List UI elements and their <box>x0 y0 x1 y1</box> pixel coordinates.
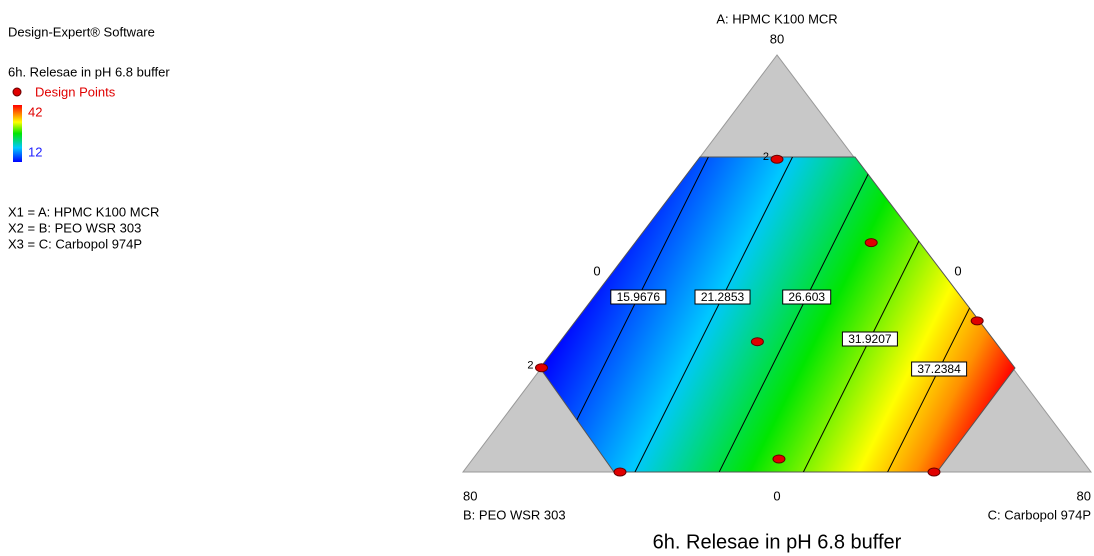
design-point <box>970 316 984 326</box>
replicate-label: 2 <box>527 360 533 372</box>
design-point <box>770 154 784 164</box>
vertex-label: B: PEO WSR 303 <box>463 507 566 522</box>
contour-label: 26.603 <box>788 290 825 304</box>
design-point <box>772 454 786 464</box>
contour-label-box <box>694 289 751 305</box>
factor-label: X3 = C: Carbopol 974P <box>8 236 142 251</box>
design-point <box>750 337 764 347</box>
design-point <box>864 238 878 248</box>
axis-tick: 0 <box>954 263 961 278</box>
design-point <box>613 467 627 477</box>
vertex-value: 80 <box>770 31 784 46</box>
contour-label: 21.2853 <box>701 290 745 304</box>
contour-label: 15.9676 <box>617 290 661 304</box>
contour-label-box <box>911 361 968 377</box>
legend-point-marker <box>12 87 22 97</box>
contour-line <box>610 157 822 472</box>
legend-low: 12 <box>28 144 42 159</box>
legend-high: 42 <box>28 104 42 119</box>
factor-label: X2 = B: PEO WSR 303 <box>8 220 141 235</box>
software-name: Design-Expert® Software <box>8 24 155 39</box>
vertex-label: A: HPMC K100 MCR <box>716 11 837 26</box>
contour-line <box>863 157 1015 472</box>
color-bar <box>13 105 22 162</box>
contour-label: 31.9207 <box>848 332 892 346</box>
contour-label: 37.2384 <box>917 362 961 376</box>
legend-points: Design Points <box>35 84 116 99</box>
design-point <box>535 363 548 373</box>
contour-label-box <box>782 289 832 305</box>
contour-label-box <box>610 289 667 305</box>
axis-tick: 0 <box>773 488 780 503</box>
axis-tick: 0 <box>593 263 600 278</box>
response-name: 6h. Relesae in pH 6.8 buffer <box>8 64 170 79</box>
chart-title: 6h. Relesae in pH 6.8 buffer <box>653 531 902 553</box>
design-point <box>927 467 941 477</box>
contour-region <box>539 156 1016 473</box>
vertex-value: 80 <box>463 488 477 503</box>
factor-label: X1 = A: HPMC K100 MCR <box>8 204 159 219</box>
replicate-label: 2 <box>763 151 769 163</box>
vertex-label: C: Carbopol 974P <box>988 507 1091 522</box>
vertex-value: 80 <box>1077 488 1091 503</box>
contour-label-box <box>841 331 898 347</box>
